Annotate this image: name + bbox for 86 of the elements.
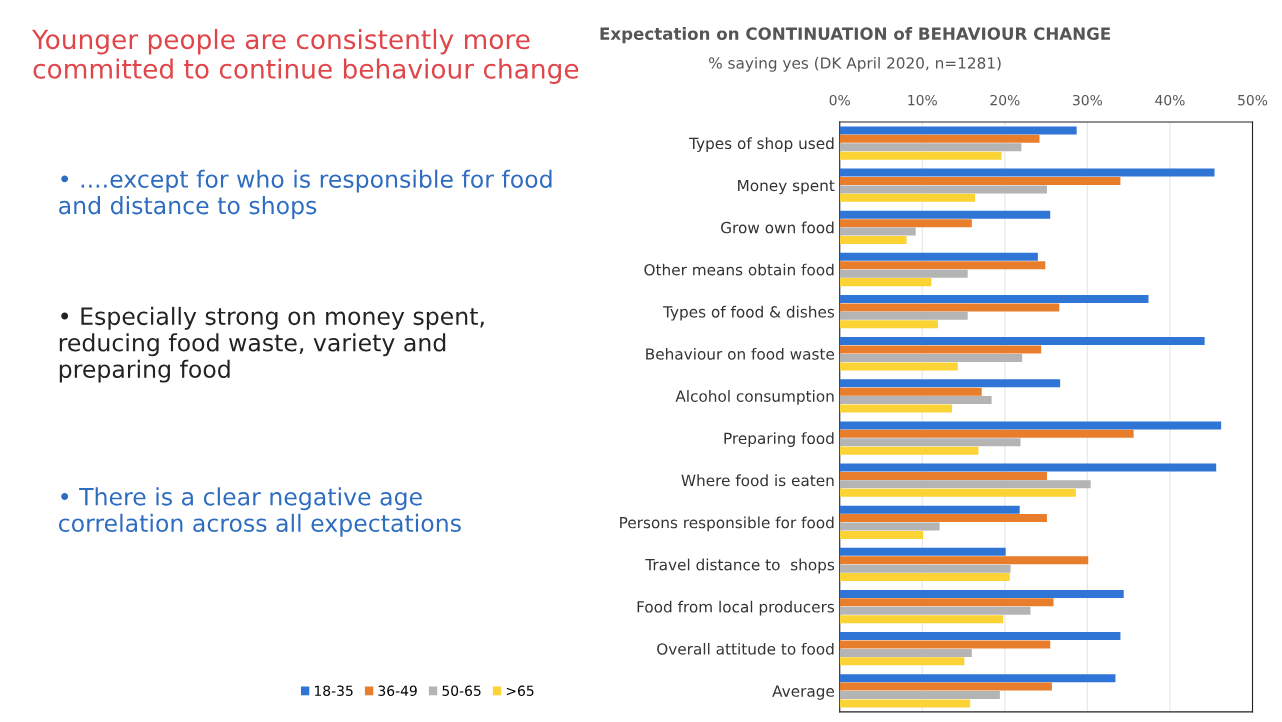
bar xyxy=(839,210,1051,219)
bar xyxy=(839,303,1060,312)
bar xyxy=(839,530,924,539)
bar xyxy=(839,564,1011,573)
bar xyxy=(839,252,1038,261)
x-tick-label: 30% xyxy=(1073,94,1103,106)
bar xyxy=(839,278,932,287)
bar xyxy=(839,556,1089,565)
bar xyxy=(839,438,1021,447)
legend-label: 18-35 xyxy=(314,685,353,696)
bar xyxy=(839,691,1000,700)
text: • Especially strong on money spent, reducing food waste, variety and preparing food xyxy=(59,306,484,383)
y-tick-label: Persons responsible for food xyxy=(620,516,834,532)
bar xyxy=(839,387,982,396)
bar xyxy=(839,311,968,320)
legend-label: 36-49 xyxy=(378,685,417,696)
bar xyxy=(839,269,968,278)
bar xyxy=(839,421,1222,430)
bar xyxy=(839,589,1124,598)
x-tick-label: 50% xyxy=(1238,94,1268,106)
y-tick-label: Money spent xyxy=(738,179,835,195)
bar xyxy=(839,320,938,329)
bar xyxy=(839,134,1040,143)
bar xyxy=(839,674,1116,683)
bar xyxy=(839,547,1006,556)
bar xyxy=(839,480,1091,489)
legend-label: >65 xyxy=(506,685,534,696)
bar xyxy=(839,606,1031,615)
bar xyxy=(839,648,972,657)
text: Younger people are consistently more committed to continue behaviour change xyxy=(32,28,579,84)
bar xyxy=(839,353,1023,362)
bar xyxy=(839,379,1061,388)
bar xyxy=(839,488,1076,497)
x-tick-label: 20% xyxy=(990,94,1020,106)
y-tick-label: Where food is eaten xyxy=(681,474,834,487)
bar xyxy=(839,227,916,236)
x-tick-label: 10% xyxy=(908,94,937,106)
text: • ....except for who is responsible for food and distance to shops xyxy=(59,169,552,219)
bar xyxy=(839,446,979,455)
bar xyxy=(839,193,976,202)
bar xyxy=(839,522,940,531)
bar xyxy=(839,429,1134,438)
bar xyxy=(839,657,965,666)
bar xyxy=(839,505,1020,514)
y-tick-label: Types of shop used xyxy=(689,137,834,153)
bar xyxy=(839,177,1121,186)
bar xyxy=(839,471,1047,480)
y-tick-label: Travel distance to shops xyxy=(645,558,835,574)
bar xyxy=(839,219,972,228)
bar xyxy=(839,143,1022,152)
y-tick-label: Other means obtain food xyxy=(644,263,834,276)
x-tick-label: 40% xyxy=(1155,94,1185,106)
bar xyxy=(839,396,992,405)
bar xyxy=(839,337,1205,346)
y-tick-label: Grow own food xyxy=(721,221,834,234)
chart-title: Expectation on CONTINUATION of BEHAVIOUR CHANGE xyxy=(600,27,1110,44)
bar xyxy=(839,615,1004,624)
bar xyxy=(839,463,1217,472)
bar xyxy=(839,345,1042,354)
y-tick-label: Alcohol consumption xyxy=(675,390,834,405)
y-tick-label: Preparing food xyxy=(724,432,834,447)
bar xyxy=(839,151,1002,160)
y-tick-label: Behaviour on food waste xyxy=(646,347,835,360)
bar xyxy=(839,632,1121,641)
bar xyxy=(839,126,1077,135)
y-tick-label: Food from local producers xyxy=(637,600,835,616)
y-tick-label: Types of food & dishes xyxy=(662,305,835,321)
bar xyxy=(839,573,1010,582)
bar xyxy=(839,514,1047,523)
chart-subtitle: % saying yes (DK April 2020, n=1281) xyxy=(709,56,1001,72)
bar xyxy=(839,294,1149,303)
y-tick-label: Average xyxy=(772,685,835,700)
x-tick-label: 0% xyxy=(829,94,850,106)
bar xyxy=(839,682,1052,691)
bar xyxy=(839,168,1215,177)
y-tick-label: Overall attitude to food xyxy=(657,642,834,655)
bar xyxy=(839,185,1047,194)
bar xyxy=(839,598,1054,607)
bar xyxy=(839,235,907,244)
text: • There is a clear negative age correlation across all expectations xyxy=(58,487,461,537)
bar xyxy=(839,362,958,371)
bar xyxy=(839,699,971,708)
legend-label: 50-65 xyxy=(442,685,481,696)
bar xyxy=(839,404,952,413)
bar xyxy=(839,640,1051,649)
bar xyxy=(839,261,1046,270)
